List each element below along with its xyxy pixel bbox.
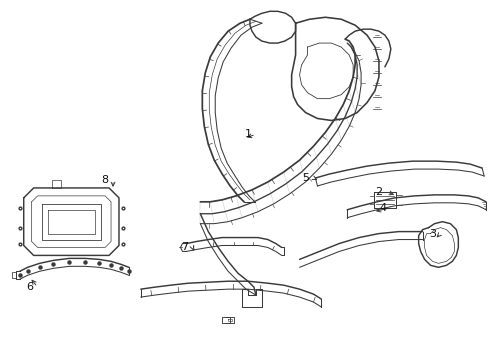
- Text: 8: 8: [101, 175, 109, 185]
- Text: 7: 7: [181, 243, 188, 252]
- Text: 3: 3: [429, 229, 436, 239]
- Text: 5: 5: [302, 173, 309, 183]
- Text: 1: 1: [245, 129, 251, 139]
- Text: 4: 4: [379, 203, 387, 213]
- Text: 6: 6: [26, 282, 33, 292]
- Text: 2: 2: [375, 187, 383, 197]
